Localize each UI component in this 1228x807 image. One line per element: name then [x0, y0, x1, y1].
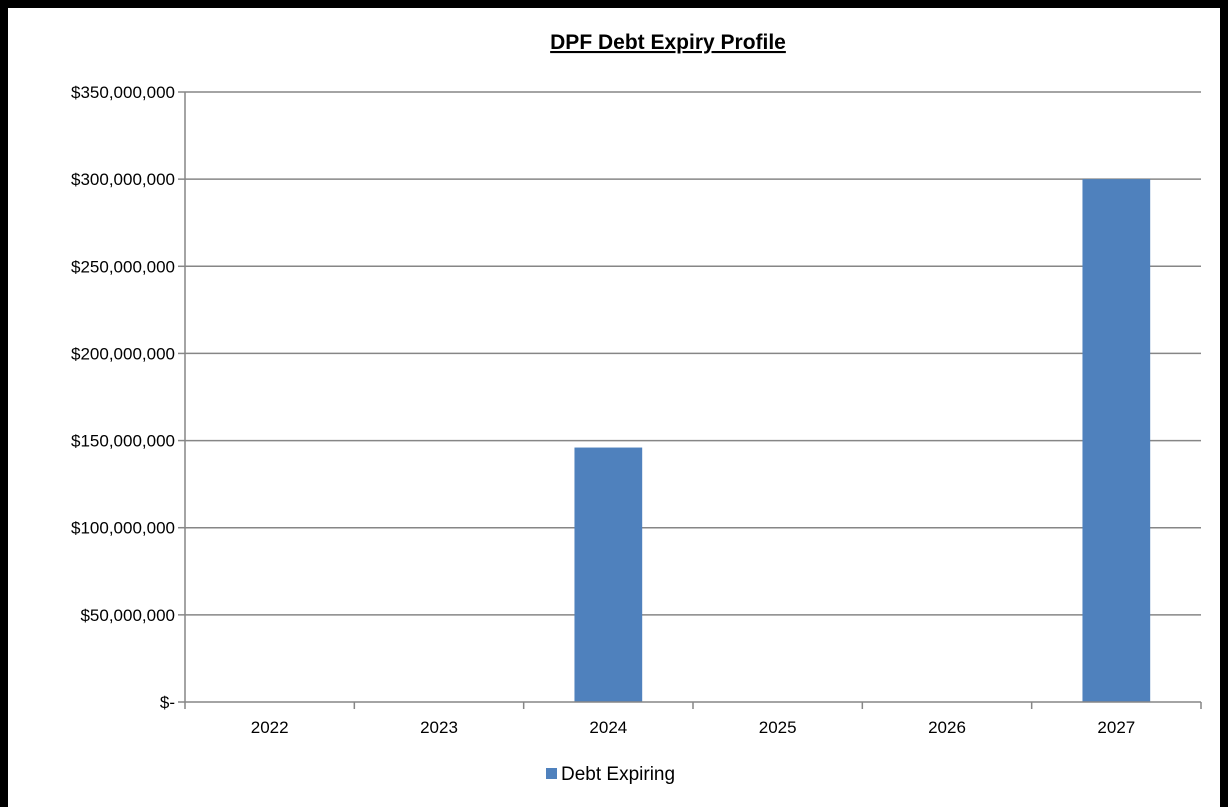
gridlines [185, 91, 1201, 616]
y-tick-label: $300,000,000 [71, 170, 175, 189]
x-tick-label: 2027 [1097, 718, 1135, 737]
legend-swatch [546, 768, 557, 779]
x-tick-label: 2026 [928, 718, 966, 737]
legend: Debt Expiring [546, 764, 675, 785]
bar [574, 447, 643, 702]
bars [574, 179, 1151, 703]
y-tick-label: $50,000,000 [80, 606, 175, 625]
y-tick-label: $100,000,000 [71, 519, 175, 538]
axes [178, 91, 1202, 709]
y-tick-label: $150,000,000 [71, 432, 175, 451]
y-tick-label: $350,000,000 [71, 83, 175, 102]
x-tick-label: 2024 [589, 718, 627, 737]
bar [1082, 179, 1151, 703]
x-tick-label: 2022 [251, 718, 289, 737]
y-tick-labels: $- $50,000,000 $100,000,000 $150,000,000 $20… [71, 83, 175, 712]
chart-title: DPF Debt Expiry Profile [550, 31, 786, 54]
y-tick-label: $- [160, 693, 175, 712]
x-tick-label: 2025 [759, 718, 797, 737]
y-tick-label: $250,000,000 [71, 257, 175, 276]
x-tick-label: 2023 [420, 718, 458, 737]
legend-label: Debt Expiring [561, 764, 675, 785]
x-tick-labels: 2022 2023 2024 2025 2026 2027 [251, 718, 1135, 737]
y-tick-label: $200,000,000 [71, 344, 175, 363]
